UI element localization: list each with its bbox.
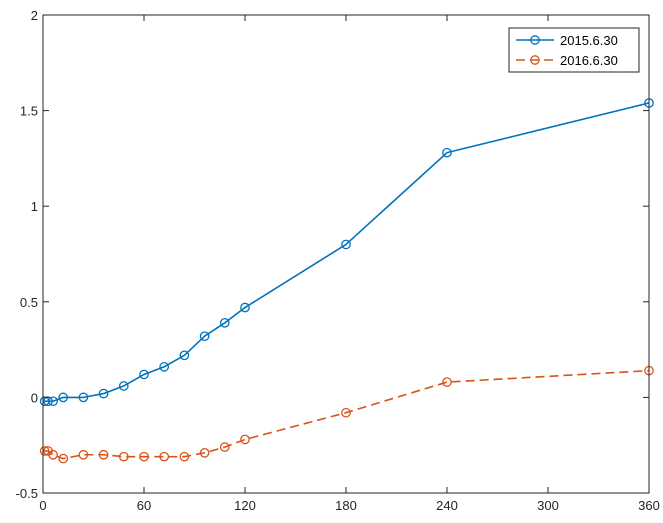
y-tick-label: -0.5	[16, 486, 38, 501]
series-2	[39, 365, 654, 464]
y-tick-label: 0	[31, 390, 38, 405]
series-layer	[39, 98, 654, 464]
data-point	[179, 451, 190, 462]
data-point	[98, 449, 109, 460]
data-point	[159, 361, 170, 372]
data-point	[240, 434, 250, 445]
x-tick-label: 0	[39, 498, 46, 513]
legend-label: 2016.6.30	[560, 53, 618, 68]
data-point	[78, 449, 89, 460]
data-point	[58, 392, 69, 403]
data-point	[48, 396, 58, 407]
data-point	[39, 446, 50, 456]
data-point	[78, 392, 89, 403]
legend-marker	[530, 55, 540, 65]
legend-entry-2: 2016.6.30	[516, 53, 618, 68]
x-tick-label: 180	[335, 498, 357, 513]
x-tick-label: 60	[137, 498, 151, 513]
axes-layer: 0 60 120 180 240 300 360-0.500.511.52	[16, 8, 660, 513]
y-tick-label: 0.5	[20, 295, 38, 310]
legend-label: 2015.6.30	[560, 33, 618, 48]
data-point	[442, 147, 452, 158]
y-tick-label: 2	[31, 8, 38, 23]
series-1	[39, 98, 654, 407]
legend-entry-1: 2015.6.30	[516, 33, 618, 48]
data-point	[199, 447, 210, 458]
data-point	[219, 442, 230, 452]
x-tick-label: 300	[537, 498, 559, 513]
data-point	[118, 381, 129, 391]
y-tick-label: 1	[31, 199, 38, 214]
data-point	[139, 369, 149, 380]
x-tick-label: 360	[638, 498, 660, 513]
legend-box	[508, 27, 640, 73]
data-point	[240, 302, 250, 313]
series-line	[44, 369, 650, 460]
x-tick-label: 240	[436, 498, 458, 513]
data-point	[199, 331, 210, 342]
legend: 2015.6.30 2016.6.30	[508, 27, 640, 73]
y-tick-label: 1.5	[20, 104, 38, 119]
data-point	[58, 453, 69, 464]
data-point	[179, 350, 190, 361]
data-point	[341, 407, 351, 418]
data-point	[219, 317, 230, 328]
data-point	[139, 451, 149, 462]
legend-marker	[530, 35, 540, 45]
data-point	[341, 239, 351, 250]
series-line	[44, 102, 650, 403]
plot-area	[43, 15, 649, 493]
data-point	[98, 388, 109, 399]
data-point	[118, 451, 129, 462]
data-point	[442, 377, 452, 387]
data-point	[48, 449, 58, 460]
data-point	[159, 451, 170, 462]
x-tick-label: 120	[234, 498, 256, 513]
